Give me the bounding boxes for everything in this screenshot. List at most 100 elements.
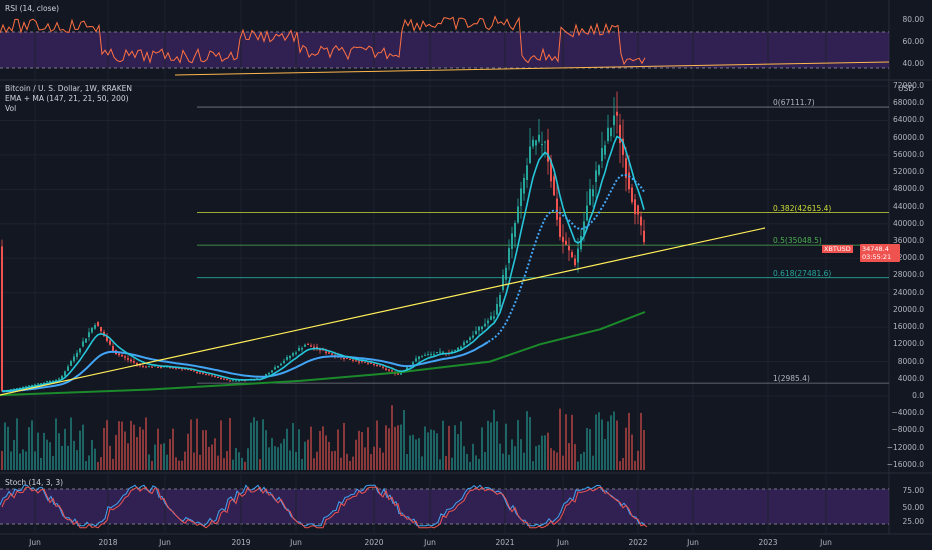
volume-bar bbox=[241, 457, 243, 470]
volume-bar bbox=[76, 450, 78, 470]
candle-body bbox=[472, 335, 474, 338]
trendline[interactable] bbox=[0, 227, 766, 396]
symbol-legend[interactable]: Bitcoin / U. S. Dollar, 1W, KRAKEN bbox=[5, 84, 132, 93]
stoch-band bbox=[0, 489, 889, 524]
volume-bar bbox=[232, 459, 234, 470]
fib-label: 0.382(42615.4) bbox=[773, 203, 832, 213]
candle-body bbox=[397, 373, 399, 375]
vol-legend[interactable]: Vol bbox=[5, 104, 17, 113]
candle-body bbox=[76, 352, 78, 357]
candle-body bbox=[568, 246, 570, 251]
stoch-tick: 25.00 bbox=[902, 517, 924, 526]
price-tick: −12000.0 bbox=[886, 442, 924, 452]
candle-body bbox=[55, 379, 57, 381]
price-tick: 24000.0 bbox=[892, 287, 924, 297]
candle-body bbox=[220, 377, 222, 379]
candle-body bbox=[580, 235, 582, 250]
volume-bar bbox=[592, 455, 594, 470]
volume-bar bbox=[349, 460, 351, 470]
volume-bar bbox=[547, 432, 549, 470]
volume-bar bbox=[253, 417, 255, 470]
candle-body bbox=[601, 148, 603, 162]
price-tick: 44000.0 bbox=[892, 201, 924, 211]
ema-legend[interactable]: EMA + MA (147, 21, 21, 50, 200) bbox=[5, 94, 129, 103]
volume-bar bbox=[409, 435, 411, 470]
volume-bar bbox=[181, 460, 183, 470]
volume-bar bbox=[307, 439, 309, 470]
candle-body bbox=[82, 341, 84, 347]
volume-bar bbox=[28, 427, 30, 470]
candle-body bbox=[232, 380, 234, 382]
price-tick: 8000.0 bbox=[897, 356, 924, 366]
volume-bar bbox=[601, 419, 603, 470]
volume-bar bbox=[457, 434, 459, 470]
volume-bar bbox=[130, 420, 132, 470]
volume-bar bbox=[526, 411, 528, 470]
time-tick: Jun bbox=[820, 538, 832, 547]
candle-body bbox=[571, 252, 573, 258]
volume-bar bbox=[70, 417, 72, 470]
volume-bar bbox=[616, 420, 618, 470]
volume-bar bbox=[511, 439, 513, 470]
volume-bar bbox=[184, 451, 186, 470]
candle-body bbox=[505, 267, 507, 280]
candle-body bbox=[79, 348, 81, 353]
rsi-legend[interactable]: RSI (14, close) bbox=[5, 4, 60, 13]
candle-body bbox=[130, 359, 132, 362]
candle-body bbox=[1, 246, 3, 392]
volume-bar bbox=[214, 438, 216, 470]
price-tick: 36000.0 bbox=[892, 236, 924, 245]
volume-bar bbox=[574, 444, 576, 470]
volume-bar bbox=[175, 457, 177, 470]
volume-bar bbox=[280, 443, 282, 470]
volume-bar bbox=[373, 446, 375, 470]
stoch-tick: 75.00 bbox=[902, 486, 924, 495]
fib-label: 0.5(35048.5) bbox=[773, 236, 822, 246]
candle-body bbox=[511, 233, 513, 249]
volume-bar bbox=[478, 458, 480, 470]
volume-bar bbox=[10, 451, 12, 470]
candle-body bbox=[301, 348, 303, 350]
volume-bar bbox=[382, 452, 384, 470]
volume-bar bbox=[133, 424, 135, 470]
candle-body bbox=[463, 342, 465, 346]
current-price-tag: XBTUSD 34748.4 03:55:21 bbox=[822, 244, 900, 262]
candle-body bbox=[88, 332, 90, 338]
volume-bar bbox=[13, 440, 15, 470]
volume-bar bbox=[583, 451, 585, 470]
volume-bar bbox=[226, 451, 228, 470]
candle-body bbox=[214, 376, 216, 378]
volume-bar bbox=[64, 428, 66, 470]
volume-bar bbox=[196, 418, 198, 470]
candle-body bbox=[142, 365, 144, 367]
candle-body bbox=[73, 356, 75, 362]
volume-bar bbox=[34, 451, 36, 470]
volume-bar bbox=[508, 454, 510, 470]
volume-bar bbox=[610, 415, 612, 470]
candle-body bbox=[313, 346, 315, 348]
stoch-legend[interactable]: Stoch (14, 3, 3) bbox=[5, 478, 64, 487]
candle-body bbox=[280, 363, 282, 366]
volume-bar bbox=[121, 421, 123, 470]
volume-bar bbox=[367, 427, 369, 470]
price-tick: 48000.0 bbox=[892, 184, 924, 194]
volume-bar bbox=[178, 460, 180, 470]
rsi-trendline[interactable] bbox=[174, 61, 890, 76]
price-tick: 72000.0 bbox=[892, 81, 924, 90]
volume-bar bbox=[115, 434, 117, 470]
volume-bar bbox=[193, 452, 195, 470]
candle-body bbox=[406, 367, 408, 370]
volume-bar bbox=[229, 418, 231, 470]
volume-bar bbox=[1, 451, 3, 470]
candle-body bbox=[70, 360, 72, 366]
volume-bar bbox=[484, 451, 486, 470]
volume-bar bbox=[91, 440, 93, 470]
volume-bar bbox=[451, 457, 453, 470]
candle-body bbox=[628, 172, 630, 190]
volume-bar bbox=[202, 430, 204, 470]
price-tick: 64000.0 bbox=[892, 115, 924, 125]
candle-body bbox=[43, 382, 45, 384]
candle-body bbox=[58, 378, 60, 380]
volume-bar bbox=[217, 455, 219, 470]
